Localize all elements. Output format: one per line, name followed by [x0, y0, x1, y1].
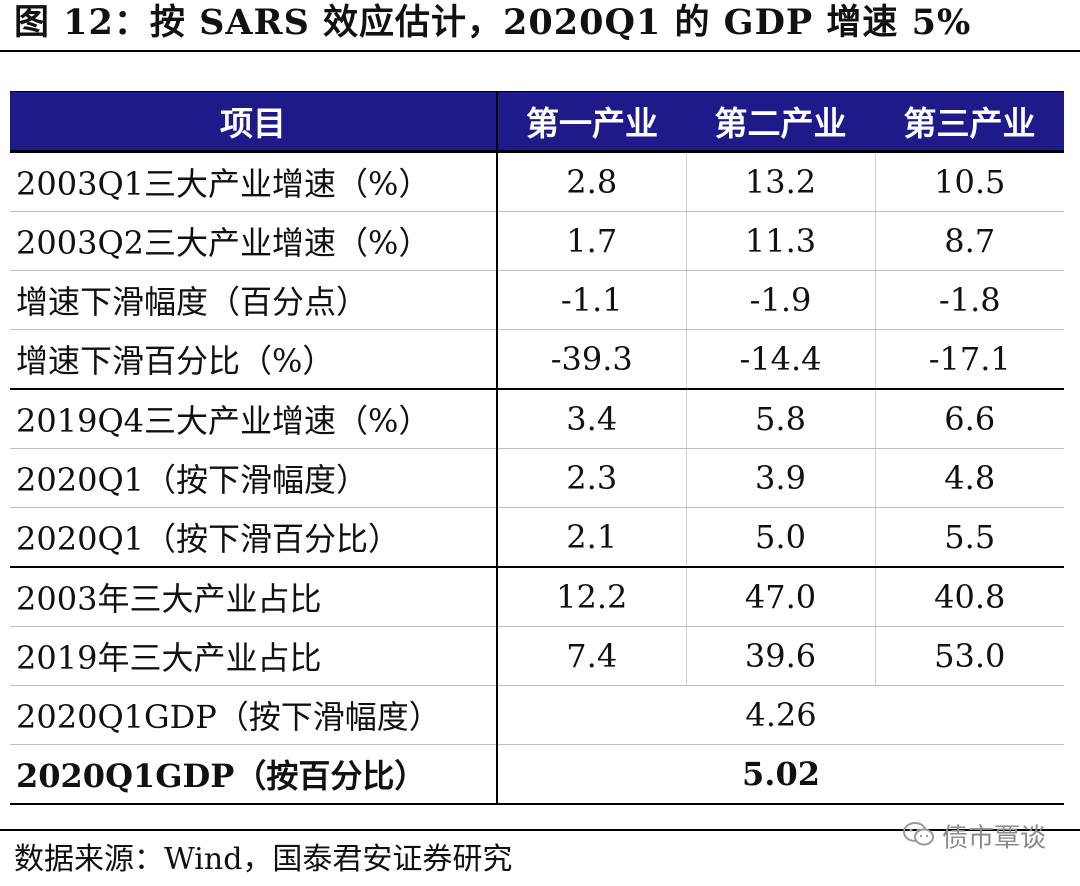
cell-primary: 7.4	[497, 626, 686, 686]
cell-secondary: -14.4	[685, 329, 875, 390]
source-note: 数据来源：Wind，国泰君安证券研究	[14, 842, 513, 877]
cell-tertiary: 53.0	[874, 626, 1064, 686]
gdp-row: 2020Q1GDP（按百分比） 5.02	[10, 744, 1064, 805]
cell-primary: 12.2	[497, 567, 686, 627]
header-col1: 第一产业	[497, 91, 686, 153]
cell-primary: 3.4	[497, 389, 686, 449]
cell-primary: 2.3	[497, 448, 686, 508]
cell-primary: 2.1	[497, 507, 686, 568]
cell-tertiary: 10.5	[874, 151, 1064, 212]
cell-tertiary: 6.6	[874, 389, 1064, 449]
table-row: 2019Q4三大产业增速（%） 3.4 5.8 6.6	[10, 389, 1064, 449]
cell-tertiary: 8.7	[874, 211, 1064, 271]
table-row: 2003Q1三大产业增速（%） 2.8 13.2 10.5	[10, 151, 1064, 212]
cell-primary: -39.3	[497, 329, 686, 390]
cell-secondary: -1.9	[685, 270, 875, 330]
table-row: 2020Q1（按下滑幅度） 2.3 3.9 4.8	[10, 448, 1064, 508]
cell-tertiary: 4.8	[874, 448, 1064, 508]
cell-primary: 2.8	[497, 151, 686, 212]
cell-tertiary: 5.5	[874, 507, 1064, 568]
header-col3: 第三产业	[875, 91, 1064, 153]
cell-tertiary: 40.8	[874, 567, 1064, 627]
cell-secondary: 11.3	[685, 211, 875, 271]
header-item: 项目	[10, 91, 498, 153]
table-row: 增速下滑百分比（%） -39.3 -14.4 -17.1	[10, 329, 1064, 390]
row-label: 2003年三大产业占比	[10, 567, 498, 627]
row-label: 2019年三大产业占比	[10, 626, 498, 686]
table-row: 增速下滑幅度（百分点） -1.1 -1.9 -1.8	[10, 270, 1064, 330]
watermark-text: 债市覃谈	[941, 823, 1046, 854]
cell-secondary: 39.6	[685, 626, 875, 686]
table-row: 2003年三大产业占比 12.2 47.0 40.8	[10, 567, 1064, 627]
gdp-row-label: 2020Q1GDP（按下滑幅度）	[10, 685, 498, 745]
gdp-value: 5.02	[497, 744, 1064, 805]
row-label: 2003Q2三大产业增速（%）	[10, 211, 498, 271]
title-rule	[0, 50, 1080, 52]
cell-secondary: 5.8	[685, 389, 875, 449]
watermark: 债市覃谈	[902, 820, 1046, 856]
gdp-value: 4.26	[497, 685, 1064, 745]
table-row: 2019年三大产业占比 7.4 39.6 53.0	[10, 626, 1064, 686]
cell-tertiary: -17.1	[874, 329, 1064, 390]
row-label: 2003Q1三大产业增速（%）	[10, 151, 498, 212]
cell-primary: 1.7	[497, 211, 686, 271]
table-header-row: 项目 第一产业 第二产业 第三产业	[10, 91, 1064, 153]
cell-tertiary: -1.8	[874, 270, 1064, 330]
cell-secondary: 13.2	[685, 151, 875, 212]
row-label: 增速下滑幅度（百分点）	[10, 270, 498, 330]
footer-rule	[0, 829, 1080, 831]
row-label: 增速下滑百分比（%）	[10, 329, 498, 390]
gdp-row-label: 2020Q1GDP（按百分比）	[10, 744, 498, 805]
cell-secondary: 3.9	[685, 448, 875, 508]
data-table: 项目 第一产业 第二产业 第三产业 2003Q1三大产业增速（%） 2.8 13…	[10, 91, 1064, 805]
cell-secondary: 47.0	[685, 567, 875, 627]
row-label: 2020Q1（按下滑百分比）	[10, 507, 498, 568]
gdp-row: 2020Q1GDP（按下滑幅度） 4.26	[10, 685, 1064, 745]
wechat-icon	[902, 820, 936, 858]
table-row: 2003Q2三大产业增速（%） 1.7 11.3 8.7	[10, 211, 1064, 271]
cell-primary: -1.1	[497, 270, 686, 330]
row-label: 2019Q4三大产业增速（%）	[10, 389, 498, 449]
figure-title: 图 12：按 SARS 效应估计，2020Q1 的 GDP 增速 5%	[14, 2, 972, 43]
row-label: 2020Q1（按下滑幅度）	[10, 448, 498, 508]
header-col2: 第二产业	[686, 91, 875, 153]
cell-secondary: 5.0	[685, 507, 875, 568]
table-row: 2020Q1（按下滑百分比） 2.1 5.0 5.5	[10, 507, 1064, 568]
